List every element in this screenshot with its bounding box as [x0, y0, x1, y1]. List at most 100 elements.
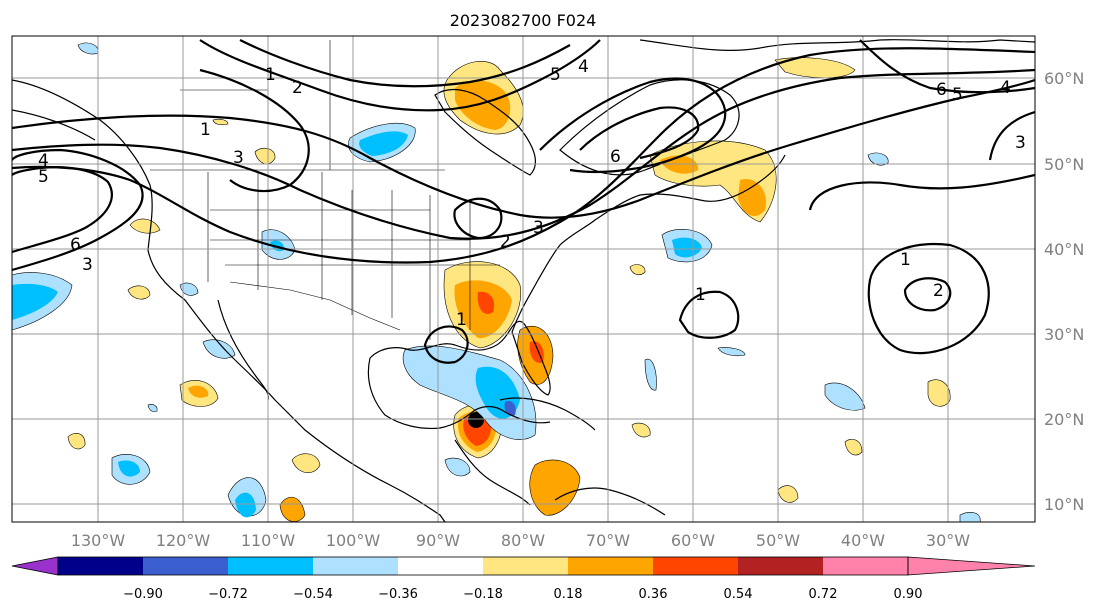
lon-label: 50°W: [756, 531, 800, 550]
pos-anomaly-atlantic-1: [927, 379, 951, 407]
pos-anomaly-pacific-4: [67, 432, 86, 450]
pos-anomaly-pacific-1-core: [188, 385, 209, 398]
gulf-coast-us: [369, 320, 551, 396]
pos-anomaly-pacific-2: [291, 453, 321, 473]
contour-low-labrador-2: [579, 106, 700, 160]
contour-atlantic-low-1: [678, 290, 740, 339]
longitude-labels: 130°W 120°W 110°W 100°W 90°W 80°W 70°W 6…: [71, 531, 970, 550]
shaded-fields: [12, 42, 981, 522]
colorbar-segment: [738, 557, 823, 575]
contour-atlantic-5: [859, 39, 1035, 94]
neg-anomaly-gulf-strong: [504, 400, 516, 416]
colorbar-tick: 0.18: [554, 587, 583, 602]
pos-anomaly-atlantic-4: [629, 264, 646, 276]
neg-anomaly-baja: [202, 339, 236, 359]
lon-label: 100°W: [326, 531, 381, 550]
contour-gulf-low: [423, 325, 469, 364]
colorbar-tick: 0.36: [639, 587, 668, 602]
colorbar-segment: [483, 557, 568, 575]
neg-anomaly-atlantic-core: [672, 237, 702, 258]
pos-anomaly-pacific-3: [127, 285, 151, 300]
contour-pacific-high-2: [12, 166, 113, 254]
lat-label: 10°N: [1044, 495, 1084, 514]
colorbar-segment: [143, 557, 228, 575]
contour-bc-trough: [199, 68, 310, 193]
contour-label: 6: [70, 235, 81, 255]
contour-label: 1: [695, 285, 706, 305]
neg-anomaly-pacific-2-core: [118, 460, 140, 477]
colorbar-tick: −0.36: [378, 587, 418, 602]
contour-label: 5: [550, 65, 561, 85]
lon-label: 120°W: [156, 531, 211, 550]
pacific-coastline: [12, 79, 446, 522]
baja-california: [217, 299, 269, 401]
lon-label: 90°W: [416, 531, 460, 550]
alaska-coast: [12, 109, 96, 141]
pos-anomaly-canada-west: [254, 147, 276, 165]
contour-low-labrador: [539, 77, 727, 174]
lat-label: 50°N: [1044, 155, 1084, 174]
contour-atlantic-3: [808, 173, 1035, 211]
neg-anomaly-atlantic-4: [867, 152, 889, 166]
lon-label: 60°W: [671, 531, 715, 550]
colorbar-tick: 0.90: [894, 587, 923, 602]
graticule: [12, 36, 1035, 522]
contour-label: 1: [900, 250, 911, 270]
contour-atlantic-2: [903, 277, 952, 312]
contour-label: 4: [1000, 78, 1011, 98]
contour-label: 6: [610, 147, 621, 167]
south-america-north: [554, 487, 666, 516]
contour-main-2: [12, 68, 1035, 240]
contour-label: 3: [1015, 133, 1026, 153]
neg-anomaly-central-america: [444, 457, 471, 477]
pos-anomaly-bc: [212, 118, 229, 126]
lon-label: 30°W: [926, 531, 970, 550]
neg-anomaly-pacific-west-core: [12, 283, 58, 320]
state-borders: [207, 172, 500, 340]
lon-label: 40°W: [841, 531, 885, 550]
neg-anomaly-atlantic-6: [959, 512, 981, 522]
pos-anomaly-caribbean: [529, 459, 581, 516]
pos-anomaly-atlantic-5: [631, 422, 651, 438]
lon-label: 70°W: [586, 531, 630, 550]
map-frame: [11, 35, 1036, 523]
neg-anomaly-atlantic-3: [644, 358, 657, 391]
greenland-coast: [639, 39, 1035, 52]
colorbar-tick: 0.54: [724, 587, 753, 602]
neg-anomaly-pacific-5: [147, 404, 158, 412]
pos-anomaly-hudson-core: [455, 80, 511, 130]
contour-label: 1: [200, 120, 211, 140]
coastlines: [12, 39, 1035, 522]
colorbar-tick: −0.90: [123, 587, 163, 602]
central-america: [454, 439, 531, 506]
contour-north-1: [199, 39, 601, 112]
contour-labels: 4 5 6 3 1 2 3 2 1 3 6 5 4 6 5 4 3 1 1 2 …: [38, 57, 1026, 330]
colorbar: −0.90 −0.72 −0.54 −0.36 −0.18 0.18 0.36 …: [11, 556, 1036, 602]
contour-north-2: [239, 39, 571, 88]
gulf-coast-mexico: [367, 357, 551, 430]
pos-anomaly-pacific-5: [279, 496, 306, 522]
contour-label: 2: [500, 232, 511, 252]
contour-pacific-high: [12, 148, 144, 272]
colorbar-ticks: −0.90 −0.72 −0.54 −0.36 −0.18 0.18 0.36 …: [123, 587, 922, 602]
colorbar-segment: [568, 557, 653, 575]
contour-label: 5: [952, 85, 963, 105]
contour-label: 1: [265, 65, 276, 85]
cuba: [499, 397, 596, 431]
colorbar-tick: 0.72: [809, 587, 838, 602]
contour-label: 4: [578, 57, 589, 77]
colorbar-tick: −0.54: [293, 587, 333, 602]
neg-anomaly-atlantic-2: [824, 382, 866, 411]
latitude-labels: 60°N 50°N 40°N 30°N 20°N 10°N: [1044, 69, 1084, 514]
lat-label: 20°N: [1044, 410, 1084, 429]
contour-lines: [12, 39, 1035, 364]
pos-anomaly-atlantic-2: [844, 439, 863, 456]
lat-label: 40°N: [1044, 240, 1084, 259]
colorbar-tick: −0.72: [208, 587, 248, 602]
colorbar-segment: [228, 557, 313, 575]
colorbar-extend-min: [11, 556, 59, 576]
colorbar-segment: [58, 557, 143, 575]
lon-label: 130°W: [71, 531, 126, 550]
neg-anomaly-pacific-3-core: [235, 492, 256, 518]
